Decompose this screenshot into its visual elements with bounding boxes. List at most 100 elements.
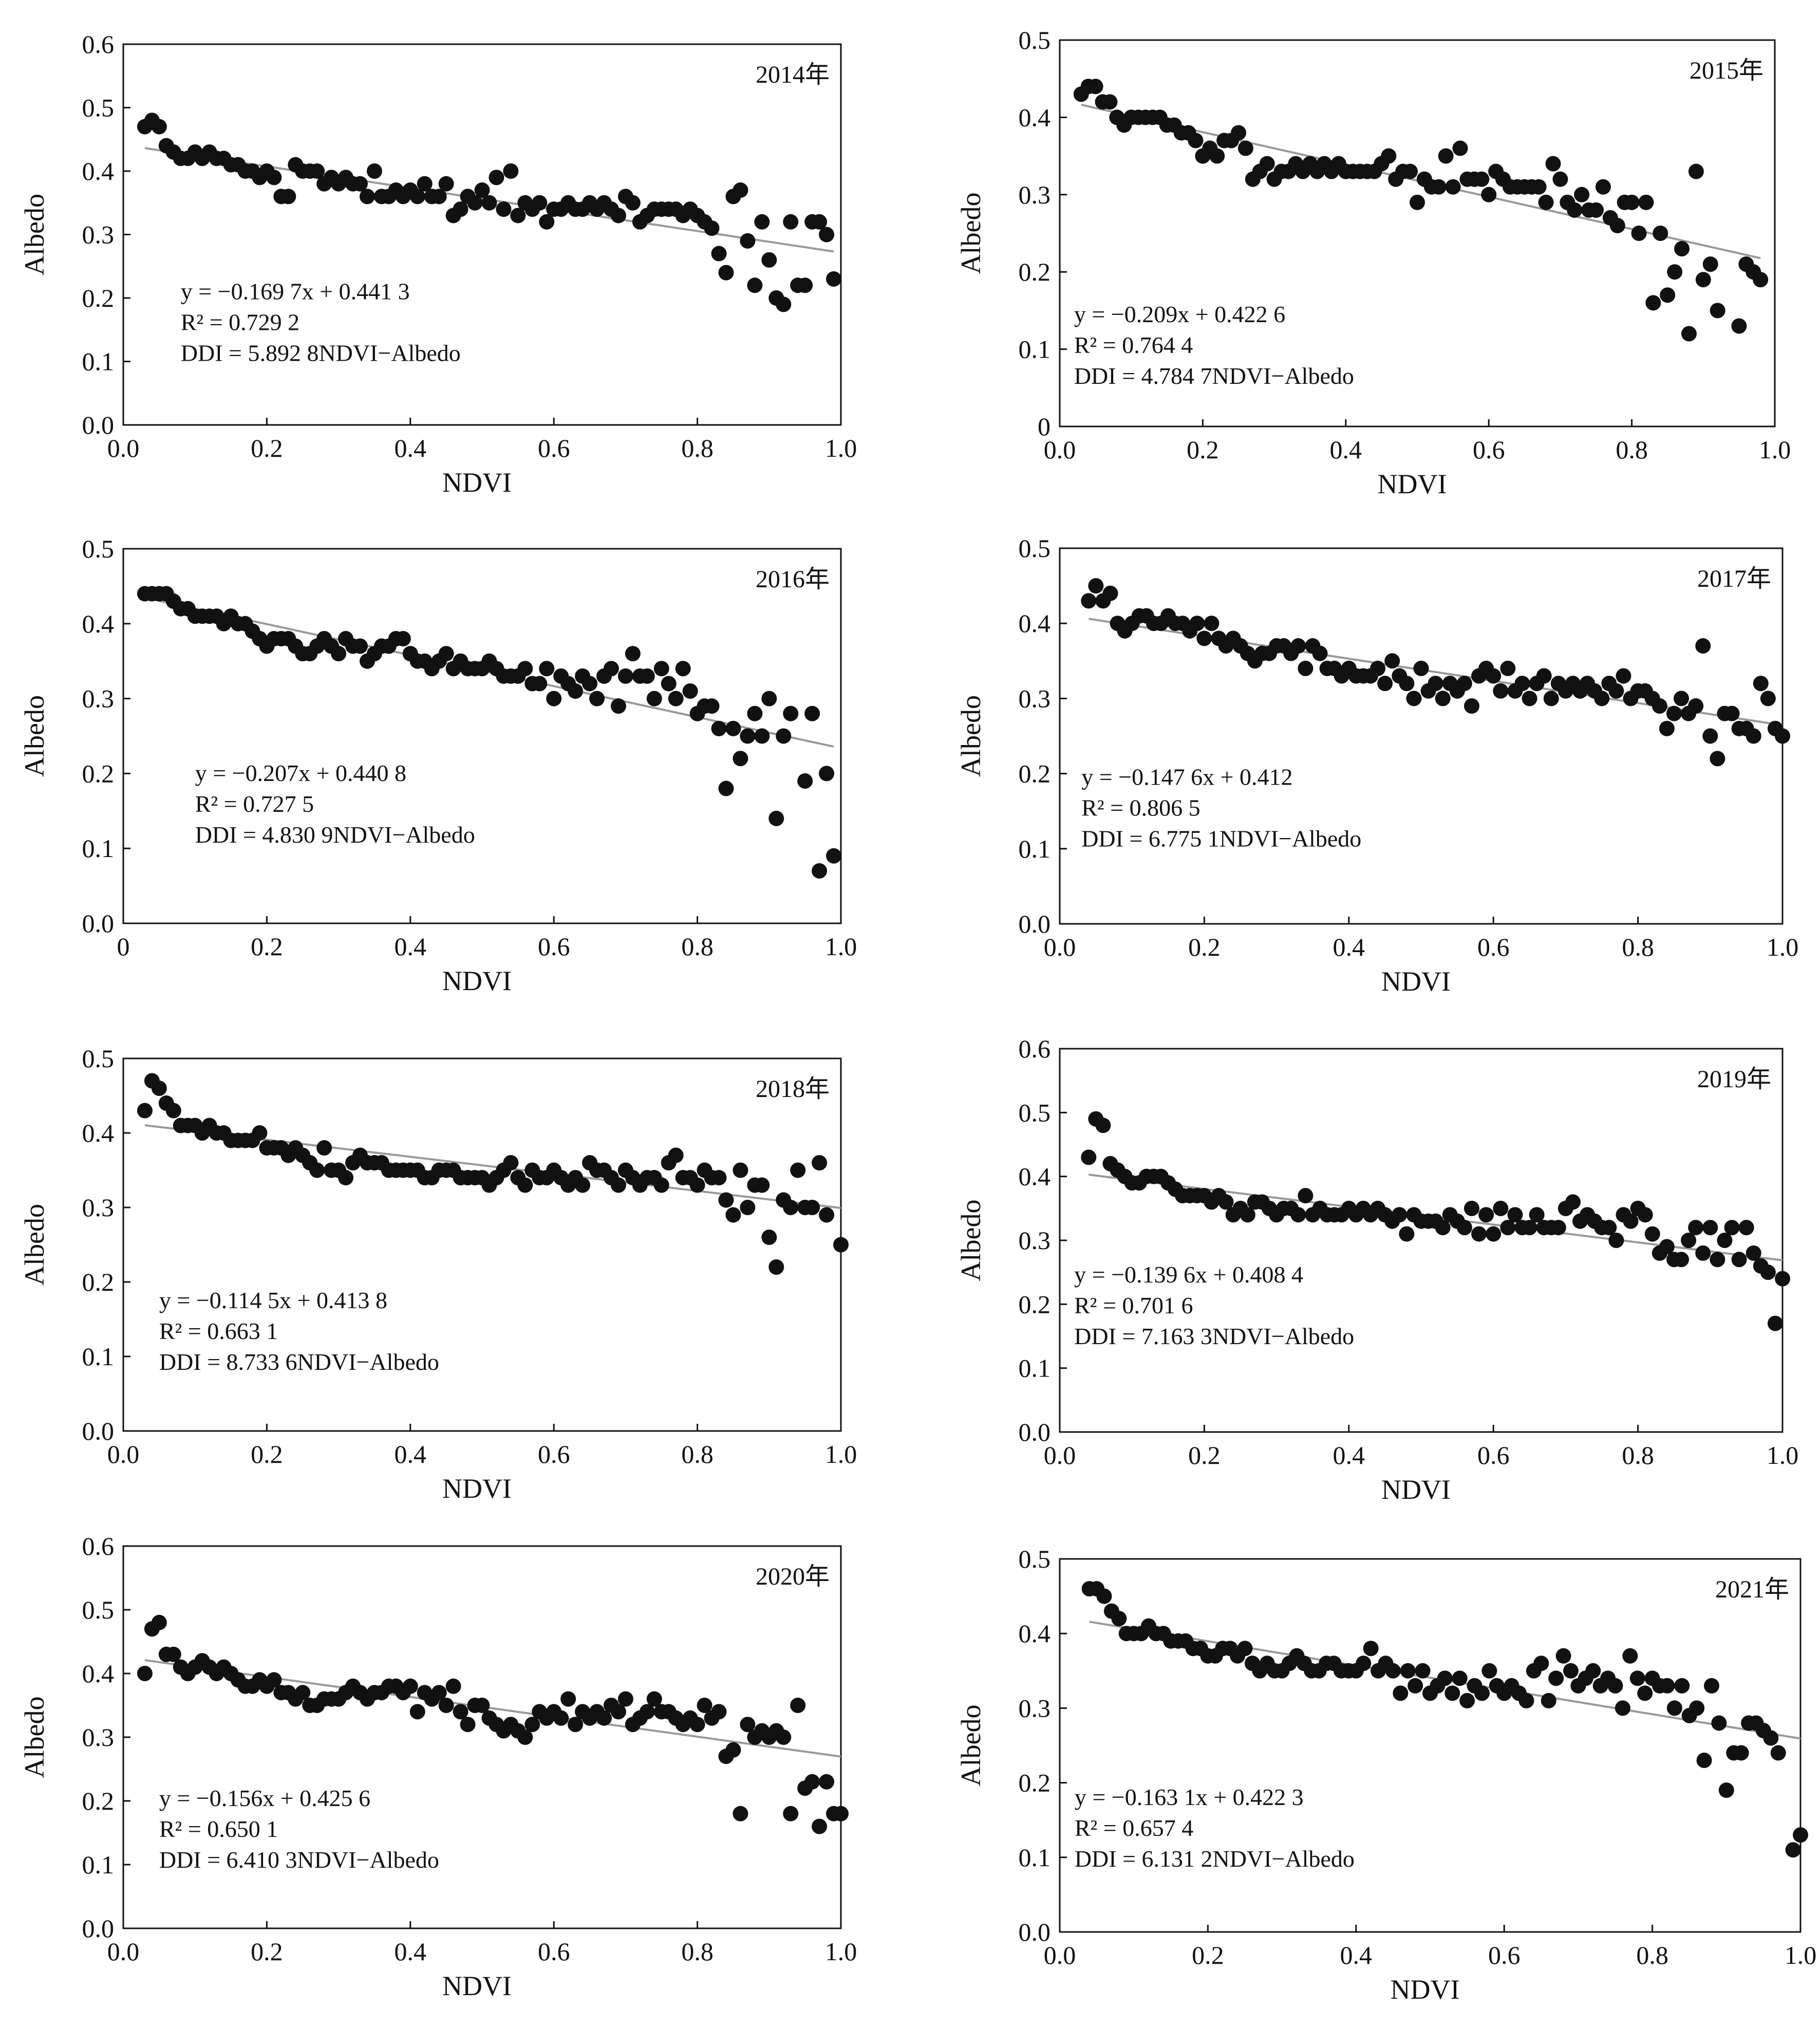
x-tick-label: 0.4 <box>1340 1941 1373 1969</box>
data-point <box>1541 1693 1556 1708</box>
data-point <box>1204 616 1219 631</box>
data-point <box>1231 125 1246 141</box>
y-axis-label: Albedo <box>955 1705 986 1787</box>
data-point <box>1500 1220 1516 1236</box>
data-point <box>776 728 792 744</box>
data-point <box>1594 691 1610 706</box>
y-tick-label: 0.4 <box>82 609 115 638</box>
y-tick-label: 0.3 <box>1019 1694 1051 1722</box>
data-point <box>804 705 820 721</box>
data-point <box>1095 1118 1111 1133</box>
data-point <box>754 214 770 230</box>
y-tick-label: 0.2 <box>82 1787 115 1815</box>
data-point <box>1623 1213 1639 1229</box>
data-point <box>338 1170 354 1185</box>
y-tick-label: 0.6 <box>82 1532 115 1560</box>
data-point <box>453 201 468 217</box>
data-point <box>517 1177 533 1193</box>
data-point <box>1550 1220 1566 1236</box>
x-tick-label: 0.0 <box>1044 933 1076 961</box>
y-tick-label: 0.4 <box>1019 1162 1051 1191</box>
x-tick-label: 1.0 <box>825 1440 857 1468</box>
data-point <box>1659 720 1675 736</box>
data-point <box>1674 241 1690 257</box>
x-tick-label: 0.6 <box>538 932 570 961</box>
data-point <box>711 1170 727 1185</box>
data-point <box>1695 1245 1711 1261</box>
panel-title: 2018年 <box>756 1075 830 1103</box>
data-point <box>1096 1588 1112 1604</box>
data-point <box>137 1666 153 1681</box>
x-tick-label: 0.4 <box>1333 933 1365 961</box>
plot-frame <box>1059 39 1776 427</box>
data-point <box>438 646 454 662</box>
data-point <box>1710 1252 1725 1268</box>
data-point <box>1710 751 1725 767</box>
data-point <box>1567 202 1583 218</box>
data-point <box>653 661 669 677</box>
data-point <box>165 1646 181 1662</box>
y-tick-label: 0.3 <box>82 684 115 713</box>
x-tick-label: 0.2 <box>251 1937 283 1966</box>
x-axis-label: NDVI <box>442 1473 512 1504</box>
data-point <box>610 1177 626 1193</box>
y-tick-label: 0.0 <box>82 909 115 938</box>
chart-panel-1: 0.0 0.1 0.2 0.3 0.4 0.5 0.6 0.0 0.2 0.4 0.6 0.8 1.0 N… <box>19 30 857 498</box>
regression-equation: y = −0.209x + 0.422 6 <box>1074 301 1285 327</box>
data-point <box>481 195 497 211</box>
data-point <box>517 661 533 677</box>
data-point <box>532 676 548 692</box>
data-point <box>1218 1194 1234 1210</box>
x-tick-label: 0.8 <box>1636 1941 1668 1969</box>
data-point <box>754 1177 770 1193</box>
data-point <box>733 1162 748 1178</box>
data-point <box>489 170 504 185</box>
y-tick-label: 0.1 <box>82 834 115 863</box>
data-point <box>1415 1663 1431 1679</box>
data-point <box>668 1147 684 1163</box>
y-tick-label: 0.2 <box>1019 257 1051 286</box>
data-point <box>1753 272 1769 288</box>
data-point <box>1711 1715 1727 1731</box>
x-tick-label: 0.2 <box>251 1440 283 1468</box>
ddi-formula: DDI = 8.733 6NDVI−Albedo <box>159 1349 439 1375</box>
data-point <box>704 220 720 236</box>
x-tick-label: 0.0 <box>1044 1441 1076 1470</box>
regression-equation: y = −0.207x + 0.440 8 <box>195 760 406 786</box>
data-point <box>1724 705 1740 721</box>
y-tick-label: 0.5 <box>82 1595 115 1624</box>
data-point <box>1452 140 1468 156</box>
data-point <box>1522 1220 1537 1236</box>
data-point <box>1081 593 1097 609</box>
data-point <box>1514 676 1530 692</box>
r-squared: R² = 0.663 1 <box>159 1318 278 1344</box>
data-point <box>1111 1611 1127 1627</box>
data-point <box>1522 691 1537 706</box>
data-point <box>1653 226 1668 241</box>
x-axis-label: NDVI <box>442 467 512 498</box>
ddi-formula: DDI = 6.410 3NDVI−Albedo <box>159 1847 439 1873</box>
y-tick-label: 0.0 <box>82 1914 115 1943</box>
data-point <box>1753 676 1769 692</box>
data-point <box>610 1704 626 1720</box>
data-point <box>1666 705 1682 721</box>
data-point <box>819 766 835 782</box>
y-tick-label: 0 <box>1038 412 1050 441</box>
data-point <box>740 728 756 744</box>
data-point <box>1552 171 1568 187</box>
data-point <box>546 691 562 706</box>
data-point <box>1209 148 1225 164</box>
data-point <box>1681 1233 1697 1248</box>
panel-title: 2021年 <box>1715 1576 1789 1603</box>
data-point <box>1775 1271 1790 1287</box>
data-point <box>733 182 748 198</box>
data-point <box>783 1806 799 1821</box>
x-tick-label: 0.2 <box>1188 933 1221 961</box>
data-point <box>1710 303 1725 319</box>
data-point <box>704 698 720 714</box>
data-point <box>309 163 325 179</box>
chart-panel-3: 0.0 0.1 0.2 0.3 0.4 0.5 0 0.2 0.4 0.6 0.8 1.0 NDVI Al… <box>19 534 857 996</box>
data-point <box>1392 1207 1408 1223</box>
x-tick-label: 0.8 <box>681 1937 714 1966</box>
data-point <box>1674 691 1690 706</box>
